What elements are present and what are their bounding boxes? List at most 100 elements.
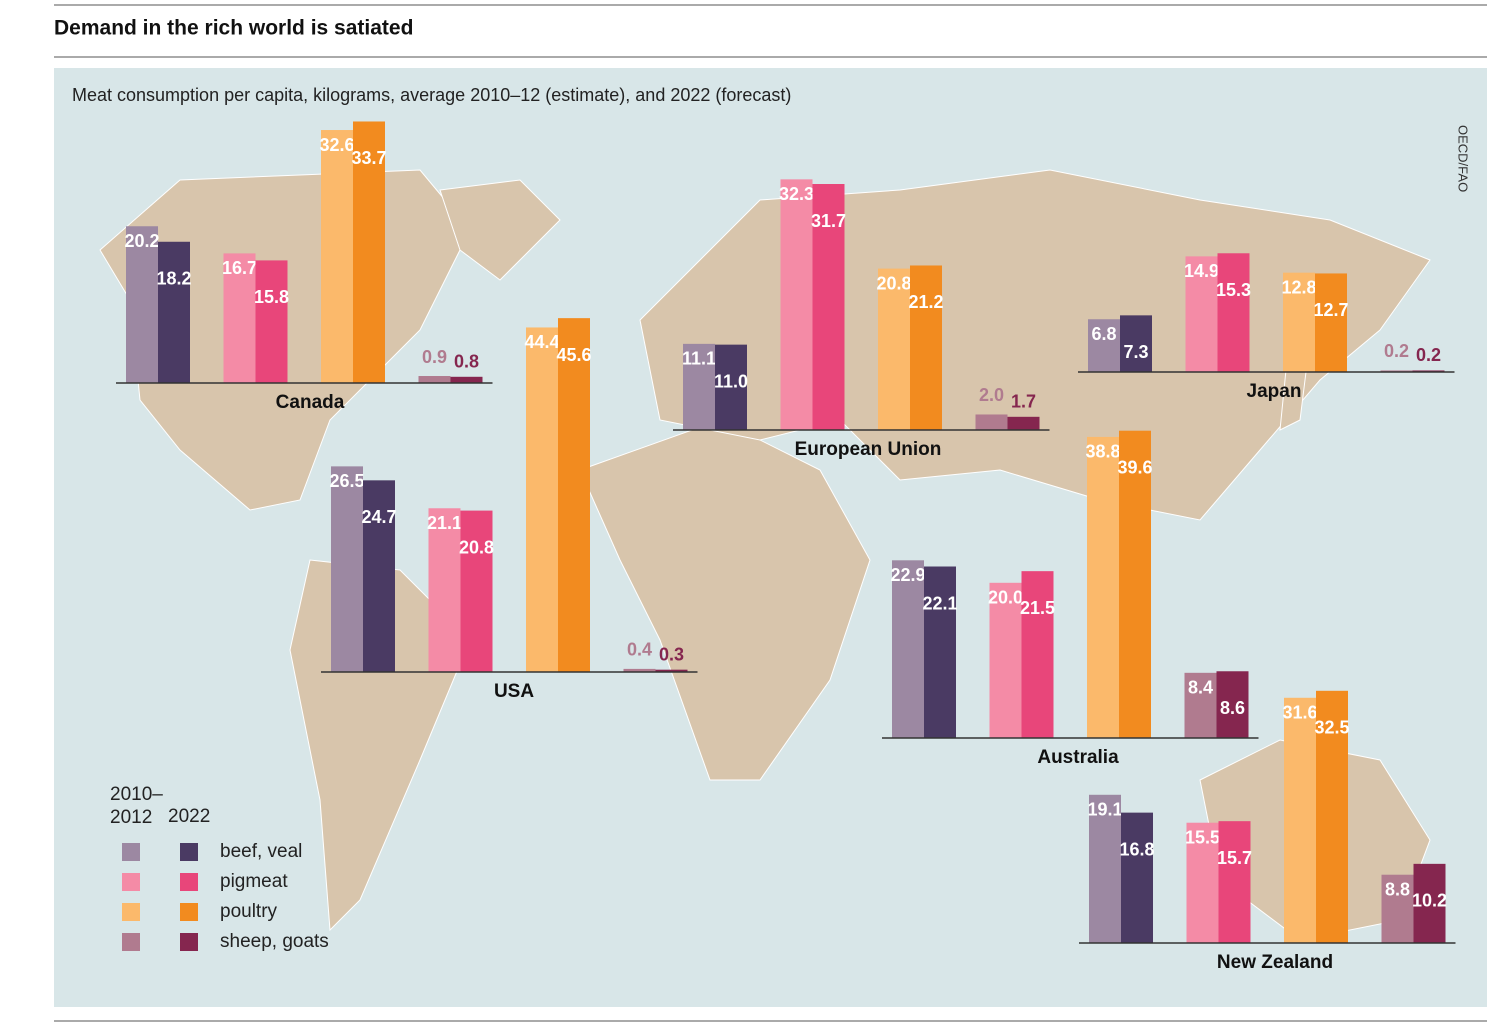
value-label: 12.8 (1281, 277, 1316, 297)
bar (780, 179, 813, 430)
value-label: 44.4 (524, 332, 559, 352)
value-label: 2.0 (979, 385, 1004, 405)
bar (1413, 863, 1446, 943)
value-label: 19.1 (1087, 800, 1122, 820)
value-label: 11.1 (682, 349, 716, 369)
bar (1119, 430, 1151, 738)
value-label: 31.6 (1282, 703, 1317, 723)
bar (1217, 253, 1250, 372)
bar (683, 343, 715, 430)
legend-swatch (180, 873, 198, 891)
bar (1283, 272, 1315, 372)
bar (1316, 690, 1348, 943)
legend-swatch (122, 903, 140, 921)
bar (363, 480, 395, 672)
value-label: 32.3 (779, 184, 814, 204)
subtitle: Meat consumption per capita, kilograms, … (72, 85, 791, 105)
bar (558, 318, 590, 672)
value-label: 39.6 (1117, 457, 1152, 477)
bar (1412, 370, 1445, 372)
legend-swatch (122, 873, 140, 891)
bar (1284, 697, 1316, 943)
value-label: 32.5 (1314, 718, 1349, 738)
value-label: 16.7 (222, 258, 257, 278)
bar (1186, 822, 1219, 943)
value-label: 8.4 (1188, 678, 1213, 698)
value-label: 8.8 (1385, 879, 1410, 899)
region-label: USA (494, 681, 534, 702)
value-label: 0.2 (1416, 345, 1441, 365)
bar (428, 508, 461, 672)
legend-label: poultry (220, 901, 278, 922)
value-label: 1.7 (1011, 392, 1036, 412)
value-label: 20.2 (124, 231, 159, 251)
bar (1007, 416, 1040, 430)
bar (1218, 821, 1251, 943)
value-label: 18.2 (156, 269, 191, 289)
bar (1381, 874, 1414, 943)
value-label: 31.7 (811, 211, 846, 231)
region-label: European Union (795, 439, 942, 460)
legend-label: pigmeat (220, 871, 288, 892)
legend-swatch (180, 843, 198, 861)
legend-swatch (180, 903, 198, 921)
bar (623, 668, 656, 672)
bar (715, 344, 747, 430)
legend-period: 2022 (168, 806, 211, 827)
value-label: 0.8 (454, 352, 479, 372)
value-label: 22.9 (890, 565, 925, 585)
bar (878, 268, 910, 430)
value-label: 0.9 (422, 347, 447, 367)
value-label: 24.7 (361, 507, 396, 527)
legend-label: beef, veal (220, 841, 302, 862)
bar (910, 265, 942, 430)
bar (1021, 571, 1054, 738)
bar (924, 566, 956, 738)
bar (1120, 315, 1152, 372)
value-label: 21.1 (427, 513, 462, 533)
bar (1088, 319, 1120, 372)
legend-swatch (180, 933, 198, 951)
title: Demand in the rich world is satiated (54, 17, 413, 40)
bar (1185, 256, 1218, 372)
value-label: 16.8 (1119, 839, 1154, 859)
bar (460, 510, 493, 672)
value-label: 33.7 (351, 148, 386, 168)
value-label: 0.4 (627, 640, 652, 660)
region-label: Australia (1037, 747, 1119, 768)
source: OECD/FAO (1456, 125, 1471, 192)
value-label: 20.8 (459, 537, 494, 557)
bar (353, 121, 385, 383)
bar (331, 466, 363, 672)
bar (655, 669, 688, 672)
legend-swatch (122, 933, 140, 951)
value-label: 22.1 (922, 593, 957, 613)
legend-swatch (122, 843, 140, 861)
value-label: 10.2 (1412, 891, 1447, 911)
bar (158, 241, 190, 383)
value-label: 45.6 (556, 345, 591, 365)
value-label: 20.8 (876, 273, 911, 293)
value-label: 12.7 (1313, 300, 1348, 320)
value-label: 0.3 (659, 644, 684, 664)
bar (892, 560, 924, 738)
value-label: 14.9 (1184, 261, 1219, 281)
value-label: 21.2 (908, 292, 943, 312)
bar (975, 414, 1008, 430)
bar (812, 184, 845, 430)
bar (255, 260, 288, 383)
value-label: 26.5 (329, 471, 364, 491)
bar (418, 376, 451, 383)
value-label: 15.8 (254, 287, 289, 307)
value-label: 8.6 (1220, 698, 1245, 718)
value-label: 6.8 (1091, 324, 1116, 344)
bar (526, 327, 558, 672)
value-label: 7.3 (1123, 342, 1148, 362)
value-label: 20.0 (988, 588, 1023, 608)
bar (1315, 273, 1347, 372)
bar (1216, 671, 1249, 738)
legend-label: sheep, goats (220, 931, 329, 952)
value-label: 15.7 (1217, 848, 1252, 868)
